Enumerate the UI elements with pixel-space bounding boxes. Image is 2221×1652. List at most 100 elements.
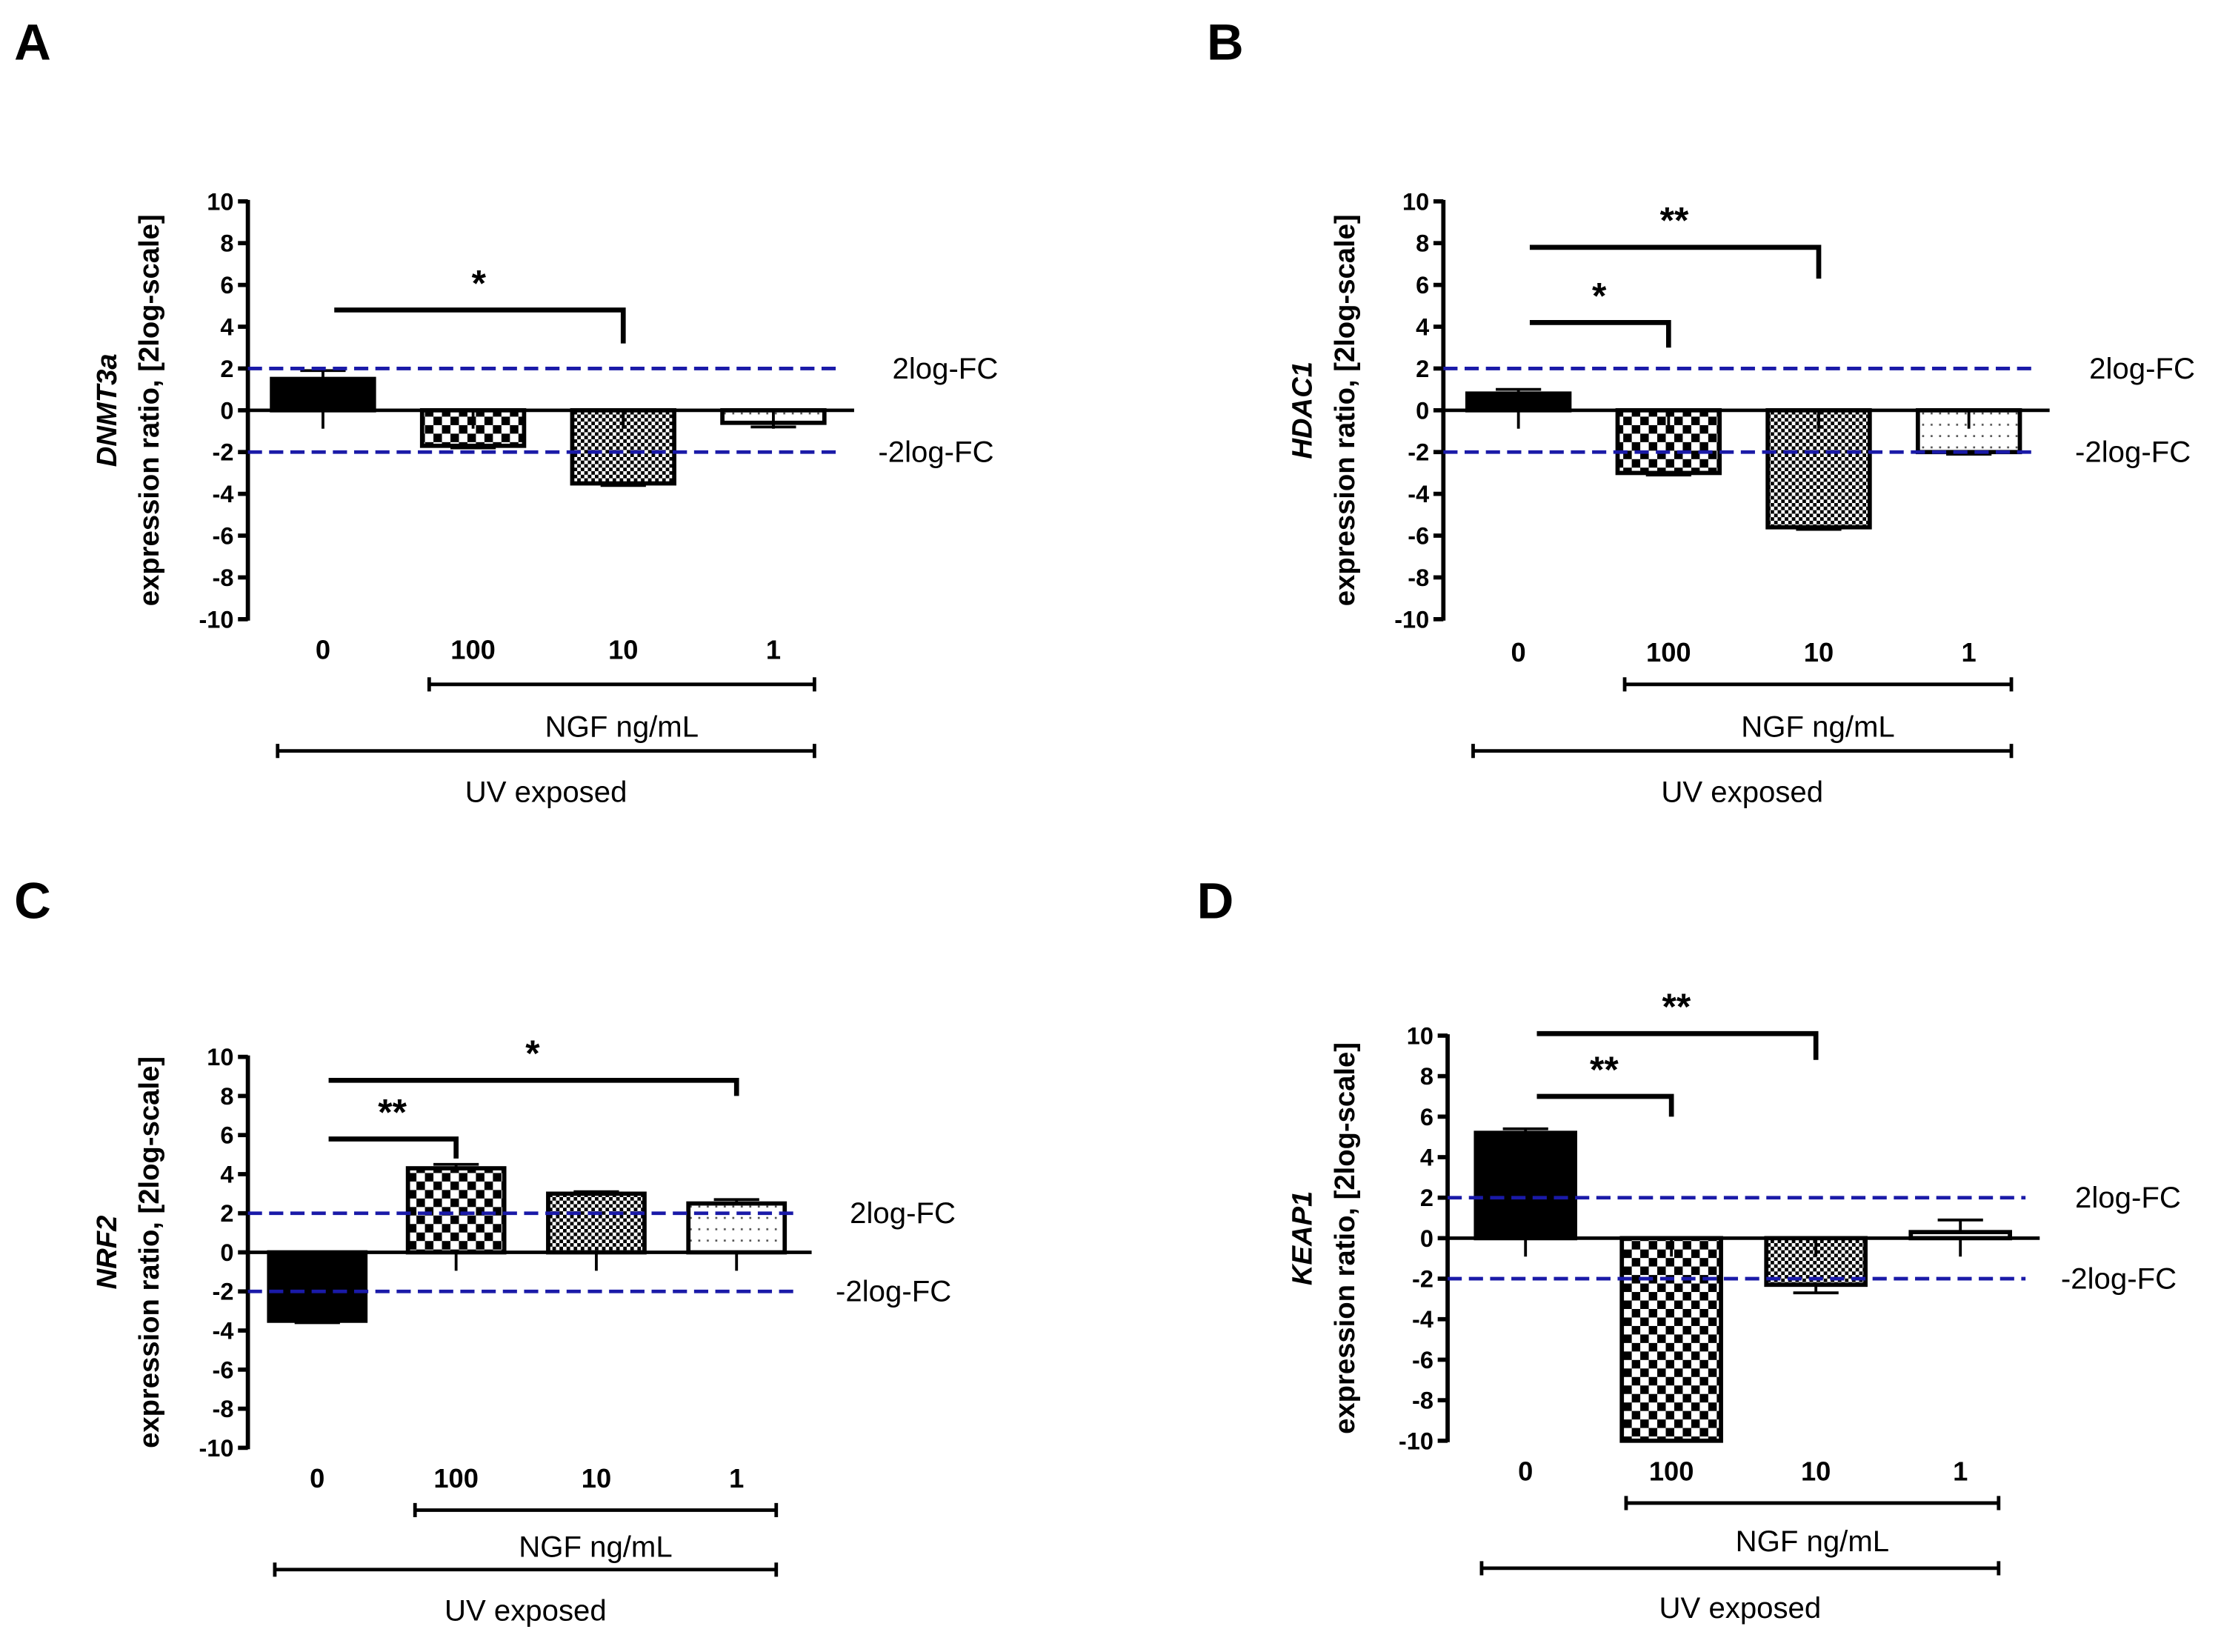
y-tick-label: 10 — [1407, 1022, 1434, 1049]
bar — [1474, 1130, 1578, 1241]
x-category-label: 100 — [450, 634, 496, 665]
significance-bracket — [328, 1136, 459, 1159]
y-tick-label: -6 — [213, 523, 234, 550]
group-label-uv: UV exposed — [1659, 1591, 1822, 1625]
y-tick-label: 2 — [220, 356, 233, 382]
significance-bracket — [1536, 1030, 1819, 1060]
y-axis-gene-label: KEAP1 — [1287, 1191, 1319, 1285]
y-tick-label: -6 — [1408, 523, 1429, 550]
significance-label: * — [525, 1033, 540, 1074]
y-tick-label: 6 — [1416, 272, 1429, 299]
y-tick-label: -4 — [1408, 481, 1429, 507]
y-axis-label: expression ratio, [2log-scale] — [1329, 1042, 1361, 1434]
x-category-label: 1 — [766, 634, 781, 665]
y-tick-label: -6 — [213, 1356, 234, 1383]
x-category-label: 10 — [582, 1463, 611, 1493]
y-axis-gene-label: DNMT3a — [91, 353, 123, 467]
x-category-label: 100 — [1649, 1456, 1694, 1486]
y-tick-label: -10 — [1394, 606, 1429, 633]
x-category-label: 0 — [1511, 637, 1526, 667]
x-category-label: 1 — [1953, 1456, 1968, 1486]
bar — [686, 1201, 787, 1255]
significance-label: ** — [1662, 986, 1691, 1027]
significance-bracket — [334, 307, 626, 344]
significance-label: ** — [1660, 200, 1689, 242]
bar — [270, 376, 376, 413]
x-category-label: 100 — [433, 1463, 479, 1493]
panel-letter: C — [14, 872, 51, 929]
group-label-uv: UV exposed — [465, 775, 627, 808]
threshold-label: -2log-FC — [878, 436, 993, 469]
y-tick-label: 4 — [1416, 313, 1429, 340]
group-label-ngf: NGF ng/mL — [519, 1531, 672, 1564]
group-bracket-uv — [273, 1562, 779, 1577]
y-axis-label: expression ratio, [2log-scale] — [133, 1056, 165, 1448]
y-tick-label: -8 — [213, 564, 234, 591]
y-tick-label: -4 — [1412, 1306, 1434, 1333]
y-tick-label: 0 — [1416, 397, 1429, 424]
significance-bracket — [328, 1077, 739, 1096]
bar — [405, 1166, 507, 1255]
y-tick-label: -10 — [199, 606, 233, 633]
significance-bracket — [1536, 1093, 1674, 1117]
y-tick-label: 2 — [1416, 356, 1429, 382]
y-tick-label: 6 — [220, 1122, 233, 1149]
bar — [1465, 391, 1572, 413]
y-tick-label: -2 — [1412, 1266, 1434, 1293]
y-tick-label: -6 — [1412, 1347, 1434, 1373]
group-bracket-uv — [276, 744, 816, 759]
significance-label: ** — [1590, 1049, 1619, 1090]
y-tick-label: 4 — [1420, 1144, 1434, 1170]
y-tick-label: 0 — [220, 1239, 233, 1266]
y-tick-label: -4 — [213, 1318, 234, 1345]
y-tick-label: 10 — [207, 1044, 233, 1070]
group-label-uv: UV exposed — [444, 1594, 607, 1628]
group-label-ngf: NGF ng/mL — [1736, 1525, 1889, 1558]
panel-letter: A — [14, 14, 51, 71]
y-axis-gene-label: HDAC1 — [1287, 362, 1319, 459]
y-axis-label: expression ratio, [2log-scale] — [1329, 214, 1361, 606]
bar — [1619, 1236, 1723, 1443]
y-axis-label: expression ratio, [2log-scale] — [133, 214, 165, 606]
y-tick-label: 10 — [207, 188, 233, 215]
significance-label: ** — [378, 1091, 407, 1133]
x-category-label: 10 — [1804, 637, 1834, 667]
y-tick-label: 0 — [220, 397, 233, 424]
group-bracket-uv — [1479, 1561, 2001, 1576]
x-category-label: 1 — [1962, 637, 1977, 667]
y-tick-label: -10 — [1399, 1428, 1434, 1454]
x-category-label: 100 — [1646, 637, 1691, 667]
y-tick-label: 8 — [220, 230, 233, 257]
group-bracket-ngf — [413, 1502, 779, 1518]
bar — [546, 1191, 647, 1255]
y-tick-label: 0 — [1420, 1225, 1434, 1252]
threshold-label: 2log-FC — [850, 1196, 956, 1230]
significance-bracket — [1529, 244, 1822, 279]
group-label-ngf: NGF ng/mL — [545, 710, 699, 744]
y-axis-gene-label: NRF2 — [91, 1216, 123, 1290]
y-tick-label: 8 — [1420, 1063, 1434, 1090]
group-bracket-ngf — [1622, 677, 2014, 692]
x-category-label: 0 — [316, 634, 330, 665]
y-tick-label: 4 — [220, 1161, 233, 1188]
y-tick-label: 8 — [220, 1083, 233, 1110]
panel-letter: B — [1207, 14, 1244, 71]
threshold-label: -2log-FC — [2075, 436, 2191, 469]
group-label-ngf: NGF ng/mL — [1741, 710, 1894, 744]
x-category-label: 1 — [729, 1463, 744, 1493]
significance-label: * — [472, 262, 487, 304]
y-tick-label: -2 — [213, 1279, 234, 1305]
x-category-label: 0 — [1518, 1456, 1533, 1486]
threshold-label: 2log-FC — [2075, 1181, 2181, 1214]
x-category-label: 0 — [310, 1463, 324, 1493]
group-label-uv: UV exposed — [1661, 775, 1823, 808]
y-tick-label: 2 — [220, 1200, 233, 1227]
threshold-label: -2log-FC — [2061, 1262, 2177, 1295]
y-tick-label: -10 — [199, 1435, 233, 1462]
y-tick-label: -8 — [1408, 564, 1429, 591]
significance-bracket — [1529, 320, 1671, 348]
